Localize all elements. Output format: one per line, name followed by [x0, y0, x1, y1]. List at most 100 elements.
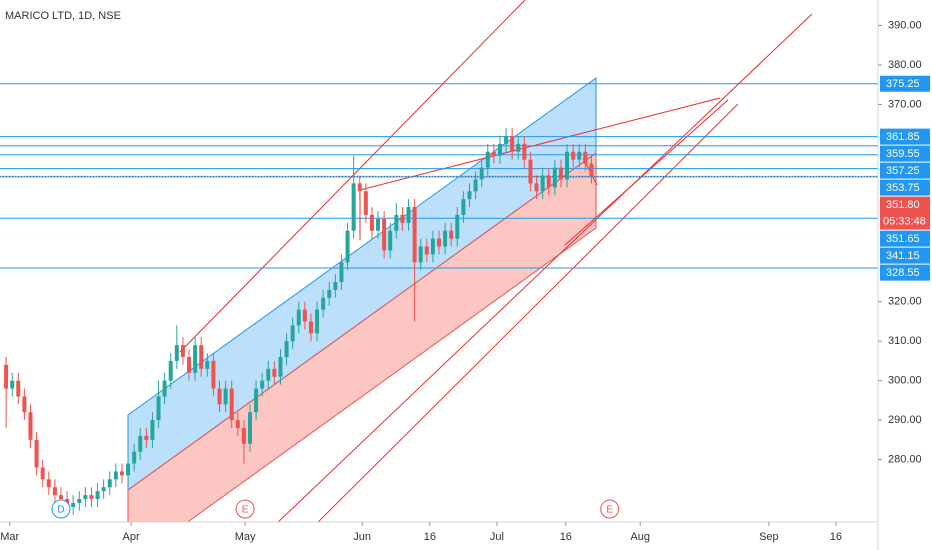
channel-lower — [127, 152, 597, 550]
candle-body — [28, 412, 33, 440]
price-label-bg — [880, 145, 930, 162]
candle-body — [333, 282, 338, 290]
event-label: E — [606, 505, 613, 516]
candle-body — [217, 388, 222, 405]
candle-body — [565, 151, 570, 180]
candle-body — [266, 368, 271, 381]
y-tick-label: 290.00 — [888, 414, 922, 426]
candle-body — [485, 151, 490, 168]
price-label: 328.55 — [886, 267, 920, 279]
drawings — [127, 0, 813, 550]
candle-body — [430, 238, 435, 255]
x-tick-label: Jun — [353, 531, 371, 543]
price-label: 361.85 — [886, 131, 920, 143]
last-price-bg — [880, 196, 930, 230]
candle-body — [339, 262, 344, 283]
y-tick-label: 280.00 — [888, 453, 922, 465]
candle-body — [119, 471, 124, 476]
x-tick-label: Apr — [123, 531, 140, 543]
price-label-bg — [880, 179, 930, 196]
candle-body — [589, 163, 594, 177]
candle-body — [412, 207, 417, 263]
candle-body — [357, 183, 362, 192]
candle-body — [101, 487, 106, 492]
price-label-bg — [880, 230, 930, 247]
candle-body — [528, 159, 533, 184]
candle-body — [308, 321, 313, 334]
candle-body — [571, 151, 576, 160]
x-tick-label: May — [235, 531, 256, 543]
candle-body — [229, 388, 234, 421]
candle-body — [95, 491, 100, 500]
y-tick-label: 300.00 — [888, 375, 922, 387]
candle-body — [455, 214, 460, 239]
candle-body — [321, 297, 326, 310]
candle-body — [132, 451, 137, 464]
candle-body — [58, 495, 63, 500]
channel-upper — [127, 77, 597, 491]
x-tick-label: 16 — [830, 531, 842, 543]
candle-body — [473, 179, 478, 192]
candle-body — [150, 420, 155, 440]
levels — [0, 83, 878, 269]
candle-body — [241, 428, 246, 444]
candle-body — [40, 467, 45, 480]
event-marker — [235, 499, 255, 519]
candle-body — [369, 214, 374, 231]
candle-body — [345, 230, 350, 263]
price-label: 375.25 — [886, 78, 920, 90]
x-tick-label: Sep — [759, 531, 779, 543]
price-label-bg — [880, 264, 930, 281]
candle-body — [497, 143, 502, 156]
candle-body — [4, 364, 9, 389]
candle-body — [144, 435, 149, 440]
candle-body — [327, 289, 332, 298]
y-tick-label: 390.00 — [888, 19, 922, 31]
candle-body — [583, 151, 588, 164]
candle-body — [406, 207, 411, 223]
price-label-bg — [880, 162, 930, 179]
candle-body — [491, 151, 496, 156]
event-marker — [51, 499, 71, 519]
candle-body — [290, 325, 295, 342]
candle-body — [461, 199, 466, 215]
candle-body — [89, 495, 94, 500]
x-tick-label: Jul — [490, 531, 504, 543]
price-label-bg — [880, 128, 930, 145]
candle-body — [46, 479, 51, 488]
candle-body — [522, 143, 527, 160]
candle-body — [107, 479, 112, 488]
candle-body — [552, 167, 557, 188]
candle-body — [193, 345, 198, 373]
candle-body — [205, 360, 210, 369]
candle-body — [16, 380, 21, 397]
candle-body — [479, 167, 484, 180]
trend-lines — [179, 0, 813, 550]
candle-body — [467, 191, 472, 200]
candle-body — [449, 230, 454, 239]
candle-body — [126, 463, 131, 476]
price-label-bg — [880, 75, 930, 92]
candle-body — [510, 136, 515, 152]
price-label: 351.65 — [886, 233, 920, 245]
event-marker — [600, 499, 620, 519]
candle-body — [546, 175, 551, 188]
y-tick-label: 380.00 — [888, 59, 922, 71]
x-tick-label: Aug — [630, 531, 650, 543]
y-tick-label: 370.00 — [888, 98, 922, 110]
price-label: 341.15 — [886, 250, 920, 262]
candle-body — [296, 309, 301, 326]
candle-body — [388, 230, 393, 251]
candle-body — [516, 143, 521, 152]
y-tick-label: 310.00 — [888, 335, 922, 347]
candle-body — [83, 495, 88, 500]
last-price-label: 351.80 — [886, 199, 920, 211]
chart-title: MARICO LTD, 1D, NSE — [5, 10, 121, 22]
candle-body — [302, 309, 307, 322]
candle-body — [534, 183, 539, 192]
candle-body — [382, 218, 387, 251]
price-label: 353.75 — [886, 182, 920, 194]
candle-body — [162, 380, 167, 397]
candle-body — [113, 471, 118, 480]
